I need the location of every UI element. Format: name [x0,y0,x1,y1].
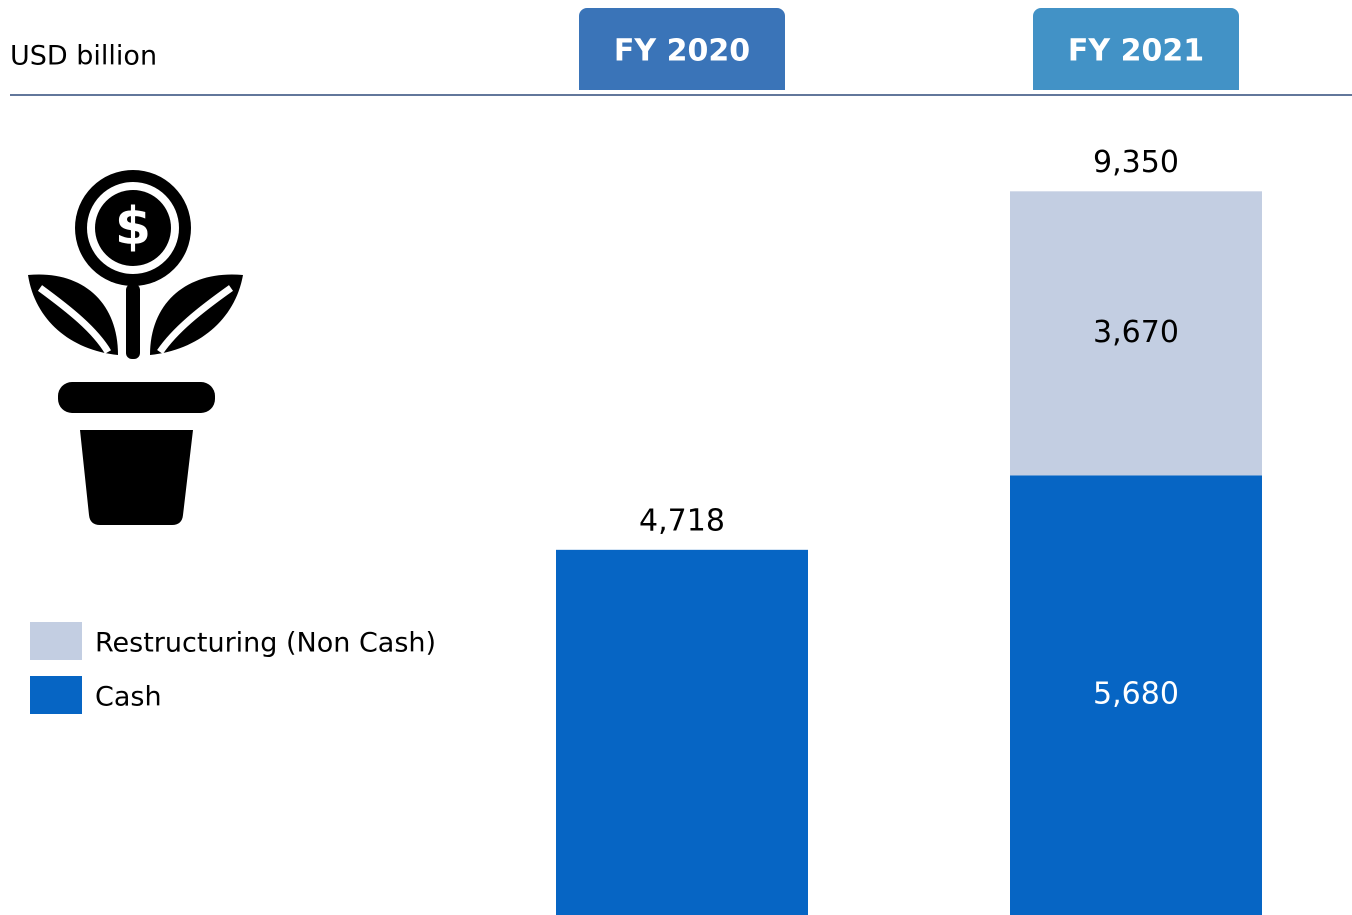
bar-segment [1010,191,1262,476]
legend-label: Restructuring (Non Cash) [95,628,436,659]
category-header-base [1033,50,1239,90]
svg-text:$: $ [115,197,151,257]
plant-icon: $ [28,170,243,525]
value-label: 3,670 [1093,315,1179,350]
value-label: 5,680 [1093,677,1179,712]
unit-label: USD billion [10,41,157,72]
category-header-base [579,50,785,90]
legend-swatch [30,622,82,660]
legend-label: Cash [95,682,162,713]
legend-swatch [30,676,82,714]
category-label: FY 2020 [614,34,750,69]
bar-segment [1010,475,1262,915]
total-label: 9,350 [1093,145,1179,180]
bar-segment [556,549,808,915]
total-label: 4,718 [639,503,725,538]
category-label: FY 2021 [1068,34,1204,69]
